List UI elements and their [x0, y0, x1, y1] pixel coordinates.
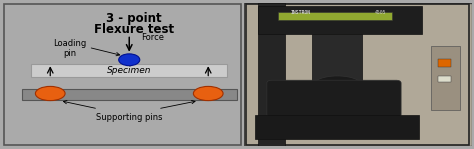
Text: Flexure test: Flexure test: [94, 23, 174, 36]
Text: Supporting pins: Supporting pins: [96, 113, 163, 122]
Ellipse shape: [36, 86, 65, 101]
Bar: [312, 34, 363, 89]
Bar: [258, 6, 421, 34]
Bar: [438, 76, 451, 82]
Text: Force: Force: [141, 33, 164, 42]
Bar: [31, 65, 228, 77]
Bar: [278, 12, 392, 20]
Ellipse shape: [312, 76, 363, 96]
Bar: [21, 89, 237, 100]
Bar: [258, 3, 285, 146]
Text: 3 - point: 3 - point: [106, 12, 162, 25]
Bar: [431, 46, 460, 110]
Ellipse shape: [193, 86, 223, 101]
Bar: [255, 115, 419, 139]
Bar: [438, 59, 451, 67]
Text: Specimen: Specimen: [107, 66, 152, 75]
Text: 4505: 4505: [375, 10, 386, 15]
Text: INSTRON: INSTRON: [291, 10, 311, 15]
Ellipse shape: [118, 54, 140, 66]
FancyBboxPatch shape: [267, 80, 401, 117]
Text: Loading
pin: Loading pin: [53, 39, 86, 58]
